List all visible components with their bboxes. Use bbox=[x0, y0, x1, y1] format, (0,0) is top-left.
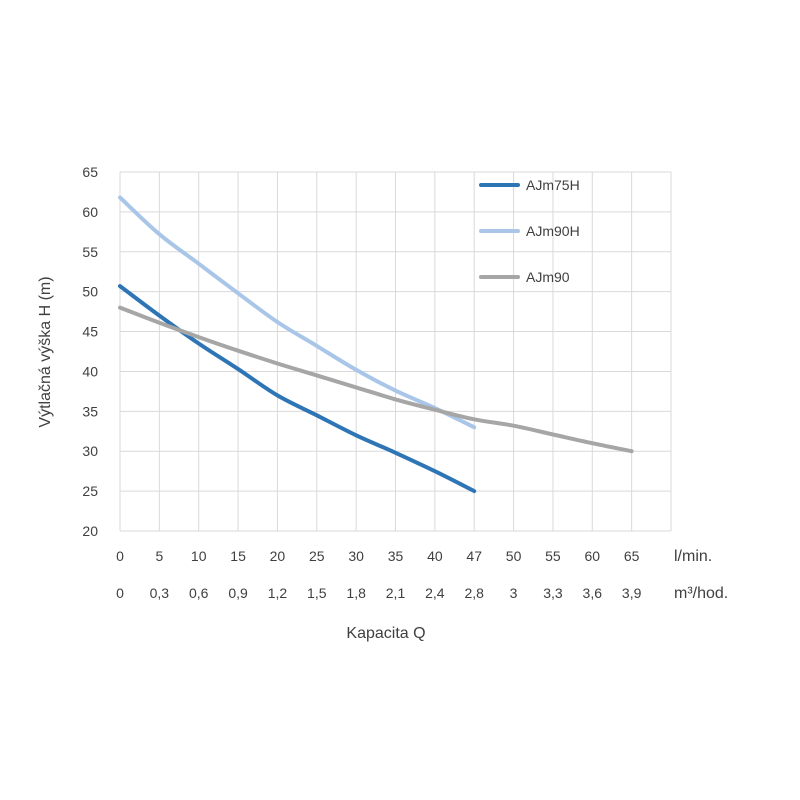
x-tick-label-m3: 1,8 bbox=[346, 585, 366, 601]
y-tick-label: 40 bbox=[82, 363, 98, 379]
x-unit-m3: m³/hod. bbox=[674, 585, 728, 602]
legend: AJm75H AJm90H AJm90 bbox=[479, 177, 580, 285]
y-tick-label: 35 bbox=[82, 403, 98, 419]
series-line-ajm90 bbox=[118, 305, 634, 454]
series-line-ajm90h bbox=[118, 195, 477, 430]
x-tick-labels-m3: 0 0,3 0,6 0,9 1,2 1,5 1,8 2,1 2,4 2,8 3 3,3 3,6 3,9 bbox=[116, 585, 641, 601]
x-tick-label-m3: 3,9 bbox=[622, 585, 642, 601]
y-tick-labels: 20 25 30 35 40 45 50 55 60 65 bbox=[82, 164, 98, 539]
x-tick-labels-lmin: 0 5 10 15 20 25 30 35 40 47 50 55 60 65 bbox=[116, 548, 640, 564]
x-axis-title: Kapacita Q bbox=[346, 625, 425, 642]
x-tick-label: 55 bbox=[545, 548, 561, 564]
x-tick-label-m3: 2,4 bbox=[425, 585, 445, 601]
x-tick-label: 47 bbox=[466, 548, 482, 564]
series-line-ajm75h bbox=[118, 284, 477, 494]
x-tick-label-m3: 0 bbox=[116, 585, 124, 601]
y-tick-label: 30 bbox=[82, 443, 98, 459]
x-tick-label: 40 bbox=[427, 548, 443, 564]
y-tick-label: 65 bbox=[82, 164, 98, 180]
x-tick-label-m3: 3,6 bbox=[583, 585, 603, 601]
x-tick-label: 65 bbox=[624, 548, 640, 564]
x-unit-lmin: l/min. bbox=[674, 548, 712, 565]
series-lines bbox=[118, 195, 634, 494]
legend-label-ajm90: AJm90 bbox=[526, 269, 570, 285]
legend-label-ajm90h: AJm90H bbox=[526, 223, 580, 239]
x-tick-label-m3: 3 bbox=[510, 585, 518, 601]
y-tick-label: 60 bbox=[82, 204, 98, 220]
x-tick-label-m3: 1,2 bbox=[268, 585, 288, 601]
x-tick-label: 15 bbox=[230, 548, 246, 564]
x-tick-label-m3: 2,8 bbox=[464, 585, 484, 601]
x-tick-label-m3: 0,3 bbox=[150, 585, 170, 601]
x-tick-label-m3: 0,6 bbox=[189, 585, 209, 601]
y-axis-title: Výtlačná výška H (m) bbox=[37, 276, 54, 427]
x-tick-label: 10 bbox=[191, 548, 207, 564]
y-tick-label: 45 bbox=[82, 324, 98, 340]
x-tick-label-m3: 3,3 bbox=[543, 585, 563, 601]
x-tick-label: 20 bbox=[270, 548, 286, 564]
x-tick-label: 30 bbox=[348, 548, 364, 564]
x-tick-label: 35 bbox=[388, 548, 404, 564]
x-tick-label: 25 bbox=[309, 548, 325, 564]
x-tick-label: 60 bbox=[584, 548, 600, 564]
legend-label-ajm75h: AJm75H bbox=[526, 177, 580, 193]
y-tick-label: 55 bbox=[82, 244, 98, 260]
x-tick-label-m3: 0,9 bbox=[228, 585, 248, 601]
y-tick-label: 50 bbox=[82, 284, 98, 300]
x-tick-label: 0 bbox=[116, 548, 124, 564]
x-tick-label-m3: 2,1 bbox=[386, 585, 406, 601]
x-tick-label: 50 bbox=[506, 548, 522, 564]
y-tick-label: 20 bbox=[82, 523, 98, 539]
x-tick-label-m3: 1,5 bbox=[307, 585, 327, 601]
grid bbox=[119, 171, 672, 532]
y-tick-label: 25 bbox=[82, 483, 98, 499]
x-tick-label: 5 bbox=[155, 548, 163, 564]
